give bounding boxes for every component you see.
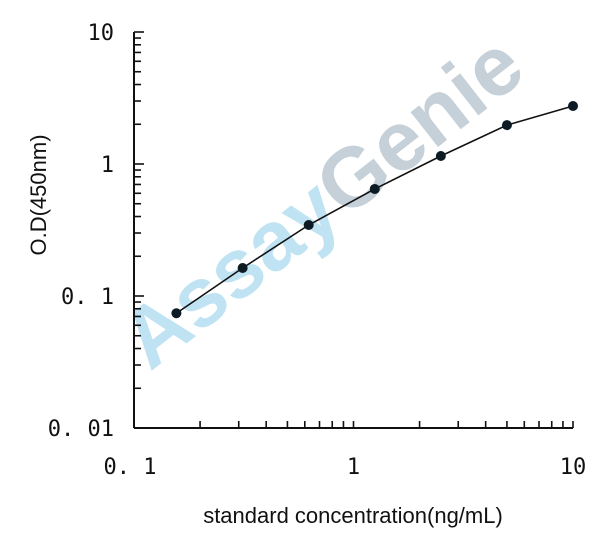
data-point-marker bbox=[568, 101, 578, 112]
watermark-part-1: Assay bbox=[103, 160, 356, 387]
x-axis-title: standard concentration(ng/mL) bbox=[203, 503, 503, 528]
axes bbox=[133, 31, 574, 429]
data-series bbox=[171, 101, 578, 319]
data-point-marker bbox=[171, 308, 182, 319]
y-axis-title: O.D(450nm) bbox=[26, 134, 51, 255]
watermark-text: AssayGenie bbox=[103, 16, 540, 386]
data-point-marker bbox=[435, 150, 446, 161]
axis-labels: 0. 01 0. 1 1 10 0. 1 1 10 standard concentratio… bbox=[26, 21, 586, 528]
data-point-marker bbox=[369, 183, 380, 194]
x-tick-label: 0. 1 bbox=[104, 455, 157, 480]
data-point-marker bbox=[237, 262, 248, 273]
y-tick-label: 0. 1 bbox=[61, 285, 114, 310]
watermark: AssayGenie bbox=[103, 16, 540, 386]
x-tick-label: 10 bbox=[560, 455, 587, 480]
y-tick-label: 1 bbox=[101, 153, 114, 178]
y-tick-label: 0. 01 bbox=[48, 417, 114, 442]
data-point-marker bbox=[501, 120, 512, 131]
data-point-marker bbox=[303, 220, 314, 231]
x-tick-label: 1 bbox=[347, 455, 360, 480]
y-tick-label: 10 bbox=[88, 21, 115, 46]
